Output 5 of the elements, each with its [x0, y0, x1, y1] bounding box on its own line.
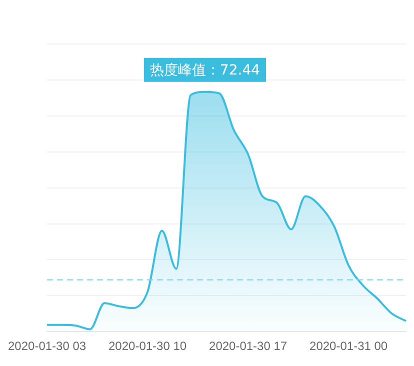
x-tick-label: 2020-01-30 03 — [8, 339, 86, 354]
x-tick-label: 2020-01-30 17 — [209, 339, 288, 354]
text: 热度峰值：72.44 — [150, 62, 260, 79]
x-tick-label: 2020-01-30 10 — [108, 339, 187, 354]
x-tick-label: 2020-01-31 00 — [310, 339, 388, 354]
